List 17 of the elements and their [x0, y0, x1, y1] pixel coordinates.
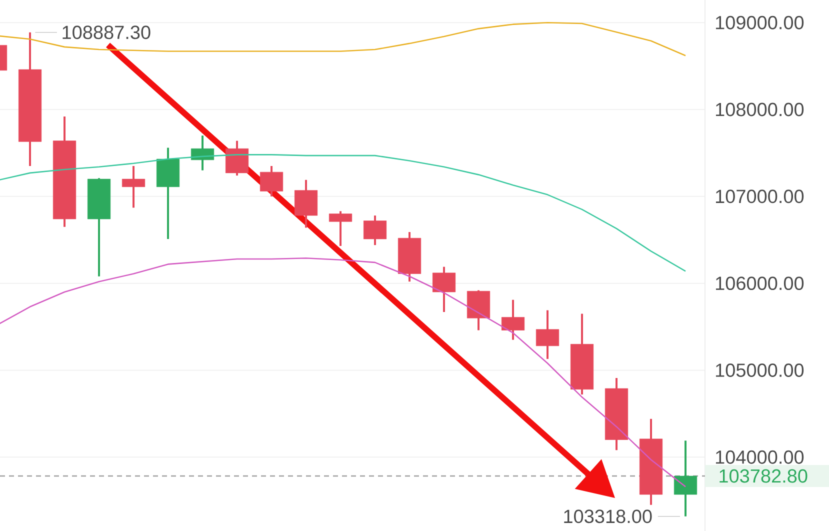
y-tick-label: 107000.00 — [716, 190, 804, 204]
candlestick — [363, 214, 387, 246]
annotation: 103318.00 — [564, 510, 652, 524]
candlestick — [536, 309, 560, 360]
candlestick — [674, 440, 698, 518]
y-tick-label: 104000.00 — [716, 450, 804, 464]
candlestick — [501, 298, 525, 341]
y-tick-label: 106000.00 — [716, 276, 804, 290]
ref-line-label: 103782.80 — [720, 469, 808, 483]
y-tick-label: 105000.00 — [716, 363, 804, 377]
y-tick-label: 108000.00 — [716, 102, 804, 116]
y-tick-label: 109000.00 — [716, 16, 804, 30]
candlestick — [328, 210, 352, 247]
candlestick — [260, 164, 284, 198]
annotation: 108887.30 — [62, 26, 150, 40]
candlestick — [432, 266, 456, 313]
candlestick — [122, 164, 146, 209]
